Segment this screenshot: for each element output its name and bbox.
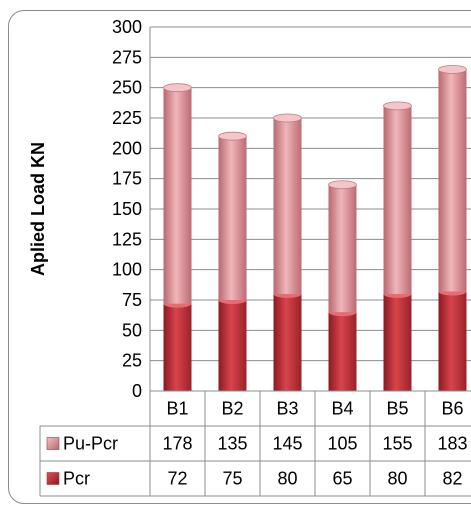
bar-pcr (383, 293, 412, 391)
y-tick-label: 50 (122, 320, 142, 340)
y-tick-label: 125 (112, 229, 142, 249)
x-category-label: B3 (276, 399, 298, 419)
bar-pu-pcr-top (328, 180, 357, 190)
bar-pu-pcr-top (218, 131, 247, 141)
bar-pu-pcr (218, 136, 247, 300)
y-tick-label: 150 (112, 199, 142, 219)
y-tick-label: 175 (112, 169, 142, 189)
bar-pu-pcr (163, 87, 192, 304)
table-data-label: 135 (217, 434, 247, 454)
legend-swatch-pupcr (46, 437, 60, 450)
x-category-label: B6 (441, 399, 463, 419)
table-data-label: 65 (332, 469, 352, 489)
bar-pcr (328, 312, 357, 391)
bar-pu-pcr (328, 184, 357, 313)
x-category-label: B1 (166, 399, 188, 419)
bar-pcr (438, 291, 467, 391)
data-table: B1 B2 B3 B4 B5 B6 Pu-Pcr 178 135 145 105 155 183 Pcr 7… (39, 390, 471, 497)
table-data-label: 178 (162, 434, 192, 454)
bar-pcr (273, 293, 302, 391)
x-category-label: B2 (221, 399, 243, 419)
gridlines (149, 26, 471, 392)
bar-pu-pcr (273, 118, 302, 294)
bar-pu-pcr-top (163, 83, 192, 93)
table-data-label: 82 (442, 469, 462, 489)
y-tick-label: 300 (112, 17, 142, 37)
bar-pu-pcr (438, 69, 467, 292)
y-tick-label: 225 (112, 108, 142, 128)
y-tick-label: 200 (112, 138, 142, 158)
table-data-label: 80 (277, 469, 297, 489)
y-tick-label: 275 (112, 47, 142, 67)
table-data-label: 155 (382, 434, 412, 454)
bar-pcr (163, 303, 192, 391)
table-data-label: 183 (437, 434, 467, 454)
x-category-label: B4 (331, 399, 353, 419)
bar-pu-pcr-top (273, 113, 302, 123)
bars (163, 65, 467, 391)
table-data-label: 72 (167, 469, 187, 489)
y-tick-label: 25 (122, 351, 142, 371)
y-tick-label: 100 (112, 260, 142, 280)
y-tick-label: 0 (132, 381, 142, 401)
axis-labels: 0 25 50 75 100 125 150 175 200 225 250 275 300 Aplied… (28, 17, 142, 401)
legend-label: Pcr (63, 469, 90, 489)
y-axis-label: Aplied Load KN (28, 142, 48, 276)
table-data-label: 80 (387, 469, 407, 489)
table-data-label: 145 (272, 434, 302, 454)
table-data-label: 75 (222, 469, 242, 489)
bar-pcr (218, 300, 247, 391)
bar-pu-pcr (383, 105, 412, 294)
y-tick-label: 250 (112, 78, 142, 98)
legend-label: Pu-Pcr (63, 434, 118, 454)
table-data-label: 105 (327, 434, 357, 454)
bar-pu-pcr-top (438, 65, 467, 74)
y-tick-label: 75 (122, 290, 142, 310)
x-category-label: B5 (386, 399, 408, 419)
bar-pu-pcr-top (383, 101, 412, 111)
legend-swatch-pcr (46, 472, 60, 485)
